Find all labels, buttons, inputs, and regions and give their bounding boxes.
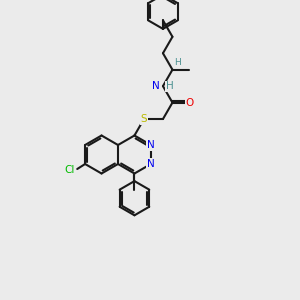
Text: S: S [141, 114, 147, 124]
Text: H: H [166, 81, 174, 91]
Text: H: H [175, 58, 181, 67]
Text: O: O [186, 98, 194, 108]
Text: Cl: Cl [64, 165, 74, 175]
Text: N: N [152, 81, 160, 91]
Text: N: N [147, 140, 155, 150]
Text: N: N [147, 159, 155, 169]
